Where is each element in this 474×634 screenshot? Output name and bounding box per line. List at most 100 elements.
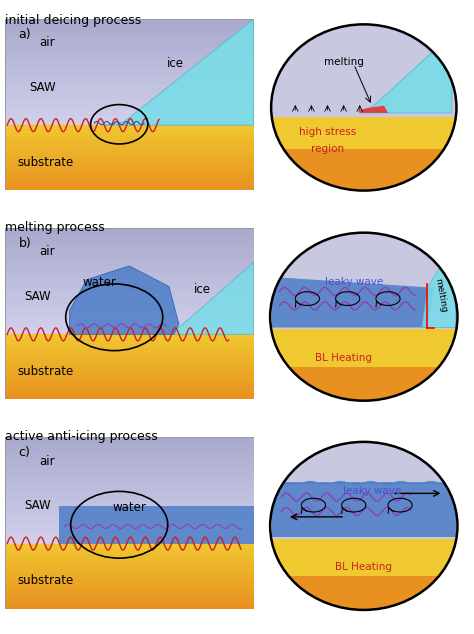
Bar (5, 383, 254, 386)
Bar (5, 109, 254, 115)
Bar (5, 292, 254, 297)
Circle shape (270, 442, 457, 610)
Text: water: water (112, 501, 146, 514)
Bar (5, 373, 254, 377)
Bar (5, 129, 254, 132)
Text: melting process: melting process (5, 221, 104, 234)
Bar (5, 496, 254, 501)
Bar (5, 583, 254, 586)
Bar (5, 125, 254, 129)
Text: melting: melting (433, 277, 448, 313)
Bar (5, 527, 254, 533)
Bar (5, 72, 254, 77)
Bar (5, 380, 254, 383)
Text: air: air (40, 36, 55, 49)
Bar (5, 164, 254, 167)
Bar (5, 141, 254, 145)
Circle shape (271, 24, 456, 191)
Bar (5, 566, 254, 569)
Bar (5, 344, 254, 347)
Bar (5, 61, 254, 67)
Bar (5, 239, 254, 244)
Bar (5, 329, 254, 334)
Bar (5, 364, 254, 367)
Bar (5, 357, 254, 360)
Bar (5, 453, 254, 458)
Circle shape (270, 233, 457, 401)
Bar (5, 82, 254, 88)
Bar (5, 386, 254, 390)
Bar (5, 599, 254, 602)
Bar (5, 30, 254, 35)
Bar (5, 266, 254, 271)
Text: SAW: SAW (25, 290, 51, 303)
Bar (5, 396, 254, 399)
Bar (5, 297, 254, 302)
Bar (5, 522, 254, 527)
Bar (5, 517, 254, 522)
Bar (5, 35, 254, 40)
Bar (5, 543, 254, 547)
Bar (5, 533, 254, 538)
Text: region: region (311, 144, 344, 153)
Bar (5, 550, 254, 553)
Text: BL Heating: BL Heating (315, 353, 372, 363)
Bar (271, 149, 456, 191)
Bar (5, 51, 254, 56)
Bar (5, 167, 254, 171)
Bar (5, 538, 254, 543)
Bar (5, 491, 254, 496)
Bar (5, 40, 254, 46)
Bar (5, 120, 254, 125)
Bar (5, 501, 254, 507)
Bar (5, 377, 254, 380)
Bar (5, 187, 254, 190)
Polygon shape (272, 482, 456, 537)
Text: ice: ice (166, 56, 183, 70)
Bar (5, 485, 254, 491)
Bar (5, 260, 254, 266)
Bar (5, 174, 254, 177)
Bar (5, 318, 254, 324)
Bar (5, 233, 254, 239)
Bar (5, 547, 254, 550)
Bar (5, 184, 254, 187)
Bar (5, 104, 254, 109)
Bar (5, 351, 254, 354)
Bar (5, 181, 254, 184)
Text: water: water (82, 276, 116, 289)
Bar (5, 480, 254, 485)
Bar (5, 595, 254, 599)
Bar (5, 138, 254, 141)
Text: air: air (40, 455, 55, 468)
Bar (5, 334, 254, 338)
Text: substrate: substrate (17, 156, 73, 169)
Bar (5, 148, 254, 151)
Text: c): c) (18, 446, 30, 459)
Bar (5, 448, 254, 453)
Bar (5, 308, 254, 313)
Bar (270, 329, 457, 401)
Bar (5, 56, 254, 61)
Bar (5, 151, 254, 155)
Bar (5, 602, 254, 605)
Text: b): b) (18, 236, 31, 250)
Bar (5, 67, 254, 72)
Bar (5, 341, 254, 344)
Bar (5, 281, 254, 287)
Bar (5, 135, 254, 138)
Bar (5, 171, 254, 174)
Bar (5, 605, 254, 609)
Polygon shape (358, 106, 388, 113)
Bar (5, 46, 254, 51)
Text: SAW: SAW (25, 499, 51, 512)
Bar (5, 249, 254, 255)
Text: air: air (40, 245, 55, 259)
Bar (5, 244, 254, 249)
Polygon shape (360, 34, 452, 113)
Bar (5, 393, 254, 396)
Bar (5, 367, 254, 370)
Bar (5, 569, 254, 573)
Bar (5, 347, 254, 351)
Polygon shape (60, 506, 254, 543)
